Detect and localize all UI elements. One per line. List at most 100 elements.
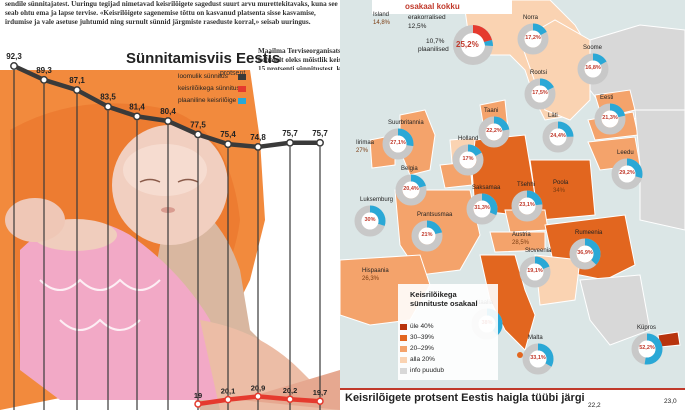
country-pie-norra [517, 23, 549, 55]
legend-item-no-info: info puudub [400, 367, 444, 374]
map-header-title: osakaal kokku [405, 2, 460, 11]
country-value-belgia: 20,4% [403, 186, 419, 192]
legend-cesarean-label: keisrilõikega sünnitus [178, 85, 240, 92]
cesarean-point [194, 400, 202, 408]
bottom-value-2: 23,0 [664, 398, 677, 405]
birth-method-chart: 92,3 89,3 87,1 83,5 81,4 80,4 77,5 75,4 74,8 75,7… [6, 52, 328, 410]
cesarean-value-label: 19 [194, 391, 202, 400]
country-pie-tehhi [511, 190, 543, 222]
article-intro-text: sendile sünnitajatest. Uuringu tegijad n… [5, 0, 338, 27]
country-label-luksemburg: Luksemburg [360, 197, 394, 203]
natural-point [224, 140, 232, 149]
country-pie-holland [452, 144, 484, 176]
cesarean-point [224, 395, 232, 404]
country-value-rumeenia: 36,9% [577, 250, 593, 256]
country-label-holland: Holland [458, 136, 479, 142]
country-value-kpros: 52,2% [639, 345, 655, 351]
country-value-austria: 28,5% [512, 240, 530, 246]
country-label-prantsusmaa: Prantsusmaa [417, 212, 453, 218]
map-legend-box [398, 284, 498, 380]
cesarean-point [286, 395, 294, 403]
key-planned-label: plaanilised [418, 46, 449, 53]
legend-item-30-39: 30–39% [400, 334, 434, 341]
country-label-norra: Norra [523, 15, 539, 21]
country-label-rumeenia: Rumeenia [575, 230, 603, 236]
cesarean-point [316, 397, 324, 405]
key-total-value: 25,2% [456, 40, 479, 49]
country-label-sloveenia: Sloveenia [525, 248, 552, 254]
legend-natural-label: loomulik sünnitus [178, 73, 228, 80]
natural-point [316, 138, 324, 147]
country-value-holland: 17% [462, 156, 474, 162]
natural-point [10, 62, 18, 70]
country-label-rootsi: Rootsi [530, 70, 548, 76]
country-value-saksamaa: 31,3% [474, 205, 490, 211]
natural-value-label: 89,3 [36, 66, 52, 75]
country-label-leedu: Leedu [617, 150, 634, 156]
country-value-malta: 33,1% [530, 355, 546, 361]
natural-point [133, 112, 141, 121]
natural-value-label: 87,1 [69, 76, 85, 85]
country-value-sloveenia: 19,1% [527, 268, 543, 274]
country-value-suurbritannia: 27,1% [390, 140, 406, 146]
country-value-rootsi: 17,5% [532, 90, 548, 96]
country-pie-kpros [631, 333, 663, 365]
country-label-malta: Malta [528, 335, 543, 341]
natural-value-label: 77,5 [190, 120, 206, 129]
natural-value-label: 92,3 [6, 52, 22, 61]
country-pie-rootsi [524, 78, 556, 110]
country-label-suurbritannia: Suurbritannia [388, 120, 424, 126]
natural-point [73, 86, 81, 94]
country-pie-eesti [594, 103, 626, 135]
country-pie-saksamaa [466, 193, 498, 225]
country-value-soome: 16,8% [585, 65, 601, 71]
country-value-leedu: 29,2% [619, 170, 635, 176]
country-value-tehhi: 23,1% [519, 202, 535, 208]
cesarean-value-label: 20,1 [221, 387, 236, 396]
legend-cesarean-swatch [238, 86, 246, 92]
key-elective-label: erakorralised [408, 14, 446, 21]
country-pie-belgia [395, 174, 427, 206]
chart-title: Sünnitamisviis Eestis [126, 50, 281, 67]
natural-point [194, 130, 202, 139]
country-pie-sloveenia [519, 256, 551, 288]
country-label-lti: Läti [548, 113, 558, 119]
legend-planned-label: plaaniline keisrilõige [178, 97, 237, 104]
country-label-belgia: Belgia [401, 166, 418, 172]
map-legend-title: Keisrilõikega sünnituste osakaal [410, 290, 478, 308]
natural-point [104, 102, 112, 111]
legend-natural-swatch [238, 74, 246, 80]
natural-point [286, 138, 294, 147]
country-value-prantsusmaa: 21% [421, 232, 433, 238]
country-pie-malta [522, 343, 554, 375]
country-pie-prantsusmaa [411, 220, 443, 252]
natural-point [164, 117, 172, 125]
cesarean-point [254, 392, 262, 401]
country-pie-soome [577, 53, 609, 85]
country-label-taani: Taani [484, 108, 499, 114]
bottom-section-title: Keisrilõigete protsent Eestis haigla tüü… [345, 392, 585, 404]
legend-item-under20: alla 20% [400, 356, 435, 363]
country-value-poola: 34% [553, 188, 566, 194]
country-label-saksamaa: Saksamaa [472, 185, 501, 191]
key-pie [453, 25, 493, 65]
natural-value-label: 75,4 [220, 130, 236, 139]
cesarean-value-label: 20,2 [283, 386, 298, 395]
country-pie-luksemburg [354, 205, 386, 237]
cesarean-value-label: 19,7 [313, 388, 328, 397]
key-planned-value: 10,7% [426, 38, 445, 45]
country-label-kpros: Küpros [637, 325, 657, 331]
legend-item-over40: üle 40% [400, 323, 434, 330]
country-value-taani: 22,2% [486, 128, 502, 134]
natural-point [254, 142, 262, 151]
natural-value-label: 80,4 [160, 107, 176, 116]
country-pie-rumeenia [569, 238, 601, 270]
legend-planned-swatch [238, 98, 246, 104]
country-label-island: Island [373, 12, 390, 18]
natural-value-label: 75,7 [282, 129, 298, 138]
bottom-divider [340, 388, 685, 390]
country-value-norra: 17,2% [525, 35, 541, 41]
natural-value-label: 75,7 [312, 129, 328, 138]
country-label-tehhi: Tšehhi [517, 182, 536, 188]
country-pie-lti [542, 121, 574, 153]
